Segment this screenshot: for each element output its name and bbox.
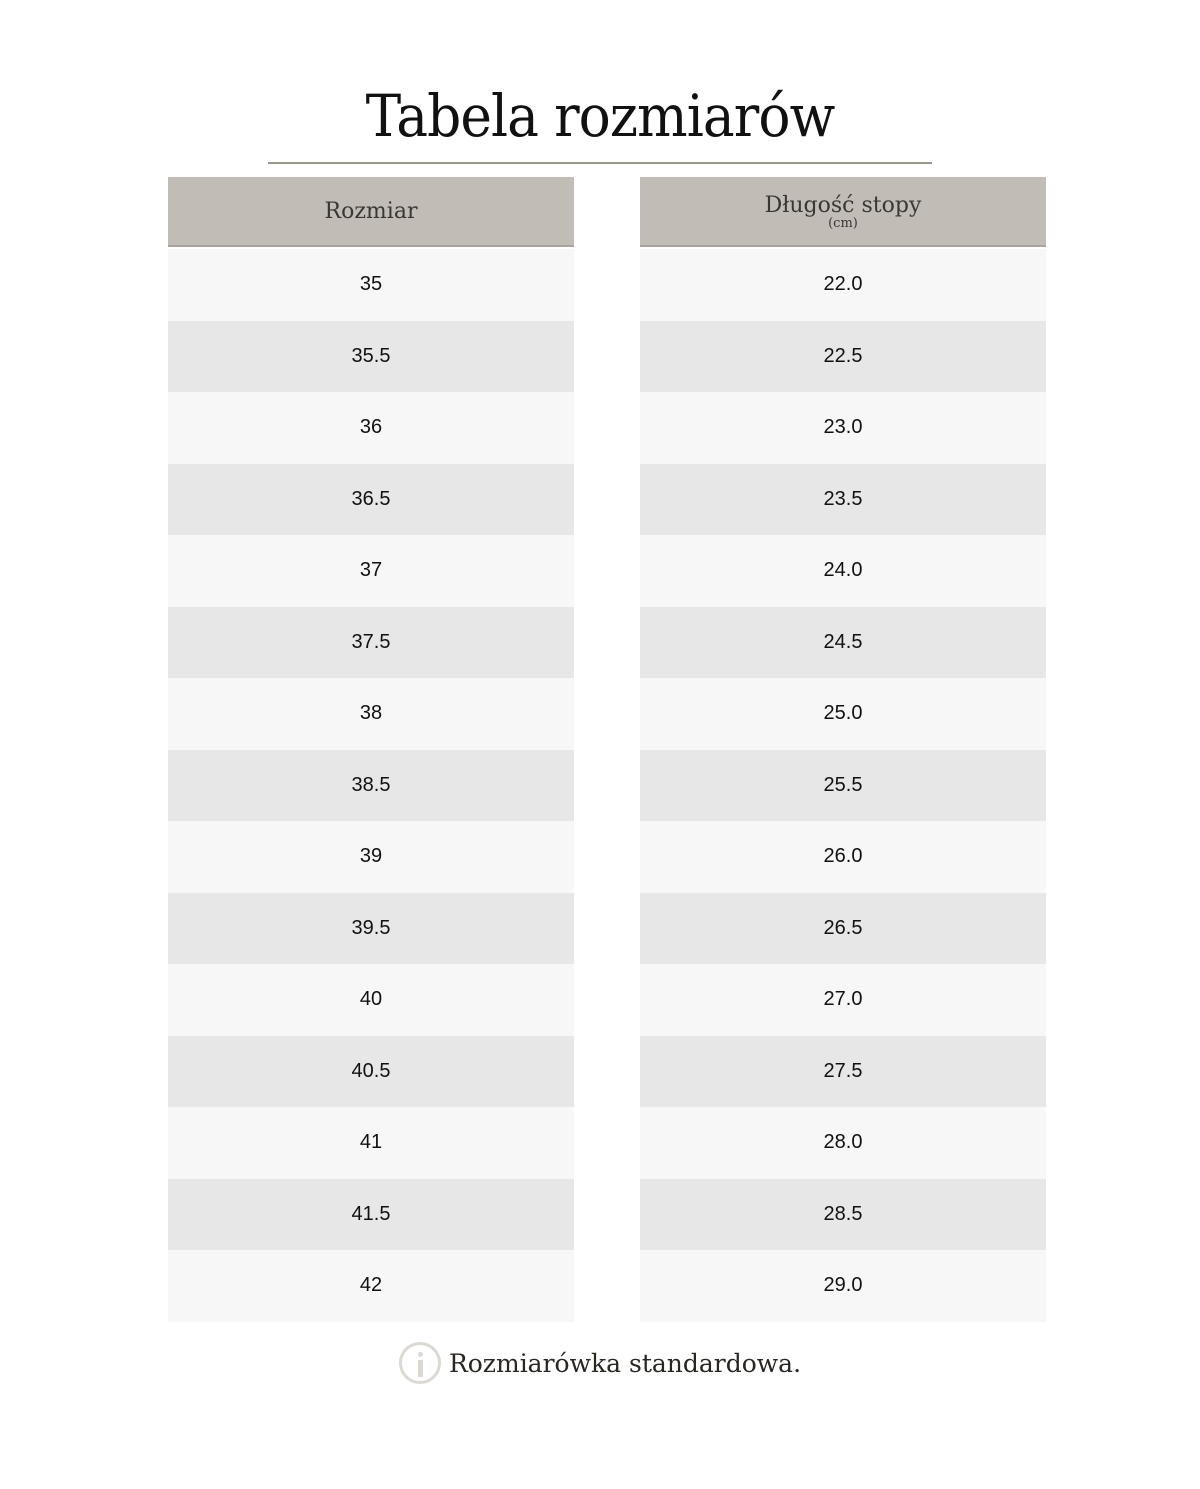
- footnote: Rozmiarówka standardowa.: [0, 1342, 1200, 1384]
- table-row: 27.0: [640, 964, 1046, 1036]
- table-row: 24.5: [640, 606, 1046, 678]
- table-cell: 27.5: [823, 1059, 863, 1082]
- table-row: 35: [168, 249, 574, 321]
- column-header-unit: (cm): [828, 215, 858, 231]
- table-row: 22.5: [640, 320, 1046, 392]
- table-row: 37: [168, 535, 574, 607]
- title-divider: [268, 162, 932, 164]
- table-cell: 36: [359, 416, 383, 439]
- table-cell: 40.5: [351, 1059, 391, 1082]
- table-row: 27.5: [640, 1035, 1046, 1107]
- table-row: 23.5: [640, 463, 1046, 535]
- table-row: 38: [168, 678, 574, 750]
- footnote-text: Rozmiarówka standardowa.: [448, 1348, 802, 1378]
- table-cell: 37.5: [351, 630, 391, 653]
- table-cell: 41: [359, 1131, 383, 1154]
- table-row: 35.5: [168, 320, 574, 392]
- table-cell: 27.0: [823, 988, 863, 1011]
- info-icon: [398, 1342, 441, 1384]
- table-row: 39: [168, 821, 574, 893]
- table-row: 24.0: [640, 535, 1046, 607]
- table-row: 28.0: [640, 1107, 1046, 1179]
- table-row: 36.5: [168, 463, 574, 535]
- table-row: 25.0: [640, 678, 1046, 750]
- table-row: 40.5: [168, 1035, 574, 1107]
- table-row: 22.0: [640, 249, 1046, 321]
- table-cell: 25.5: [823, 773, 863, 796]
- table-cell: 22.5: [823, 344, 863, 367]
- table-cell: 35: [359, 273, 383, 296]
- table-cell: 29.0: [823, 1274, 863, 1297]
- table-cell: 28.5: [823, 1202, 863, 1225]
- table-cell: 38.5: [351, 773, 391, 796]
- table-row: 26.0: [640, 821, 1046, 893]
- page-title: Tabela rozmiarów: [365, 82, 836, 150]
- table-cell: 42: [359, 1274, 383, 1297]
- table-cell: 37: [359, 559, 383, 582]
- size-column: Rozmiar 35 35.5 36 36.5 37 37.5 38 38.5 39 39.5 40…: [168, 177, 574, 1322]
- table-cell: 36.5: [351, 487, 391, 510]
- table-cell: 26.0: [823, 845, 863, 868]
- column-header-label: Rozmiar: [324, 198, 418, 224]
- table-cell: 24.0: [823, 559, 863, 582]
- table-row: 23.0: [640, 392, 1046, 464]
- table-cell: 38: [359, 702, 383, 725]
- table-row: 42: [168, 1250, 574, 1322]
- table-cell: 26.5: [823, 916, 863, 939]
- table-cell: 39.5: [351, 916, 391, 939]
- table-cell: 35.5: [351, 344, 391, 367]
- column-header: Rozmiar: [168, 177, 574, 247]
- table-row: 26.5: [640, 892, 1046, 964]
- table-cell: 23.5: [823, 487, 863, 510]
- foot-length-column: Długość stopy (cm) 22.0 22.5 23.0 23.5 24.0 2…: [640, 177, 1046, 1322]
- table-cell: 28.0: [823, 1131, 863, 1154]
- table-row: 41.5: [168, 1178, 574, 1250]
- table-row: 25.5: [640, 749, 1046, 821]
- table-row: 41: [168, 1107, 574, 1179]
- table-row: 36: [168, 392, 574, 464]
- table-cell: 39: [359, 845, 383, 868]
- table-cell: 24.5: [823, 630, 863, 653]
- table-row: 28.5: [640, 1178, 1046, 1250]
- table-cell: 23.0: [823, 416, 863, 439]
- table-row: 39.5: [168, 892, 574, 964]
- table-row: 37.5: [168, 606, 574, 678]
- column-header-label: Długość stopy: [764, 192, 922, 218]
- table-cell: 41.5: [351, 1202, 391, 1225]
- table-cell: 40: [359, 988, 383, 1011]
- table-row: 29.0: [640, 1250, 1046, 1322]
- table-cell: 25.0: [823, 702, 863, 725]
- column-header: Długość stopy (cm): [640, 177, 1046, 247]
- table-row: 38.5: [168, 749, 574, 821]
- table-row: 40: [168, 964, 574, 1036]
- table-cell: 22.0: [823, 273, 863, 296]
